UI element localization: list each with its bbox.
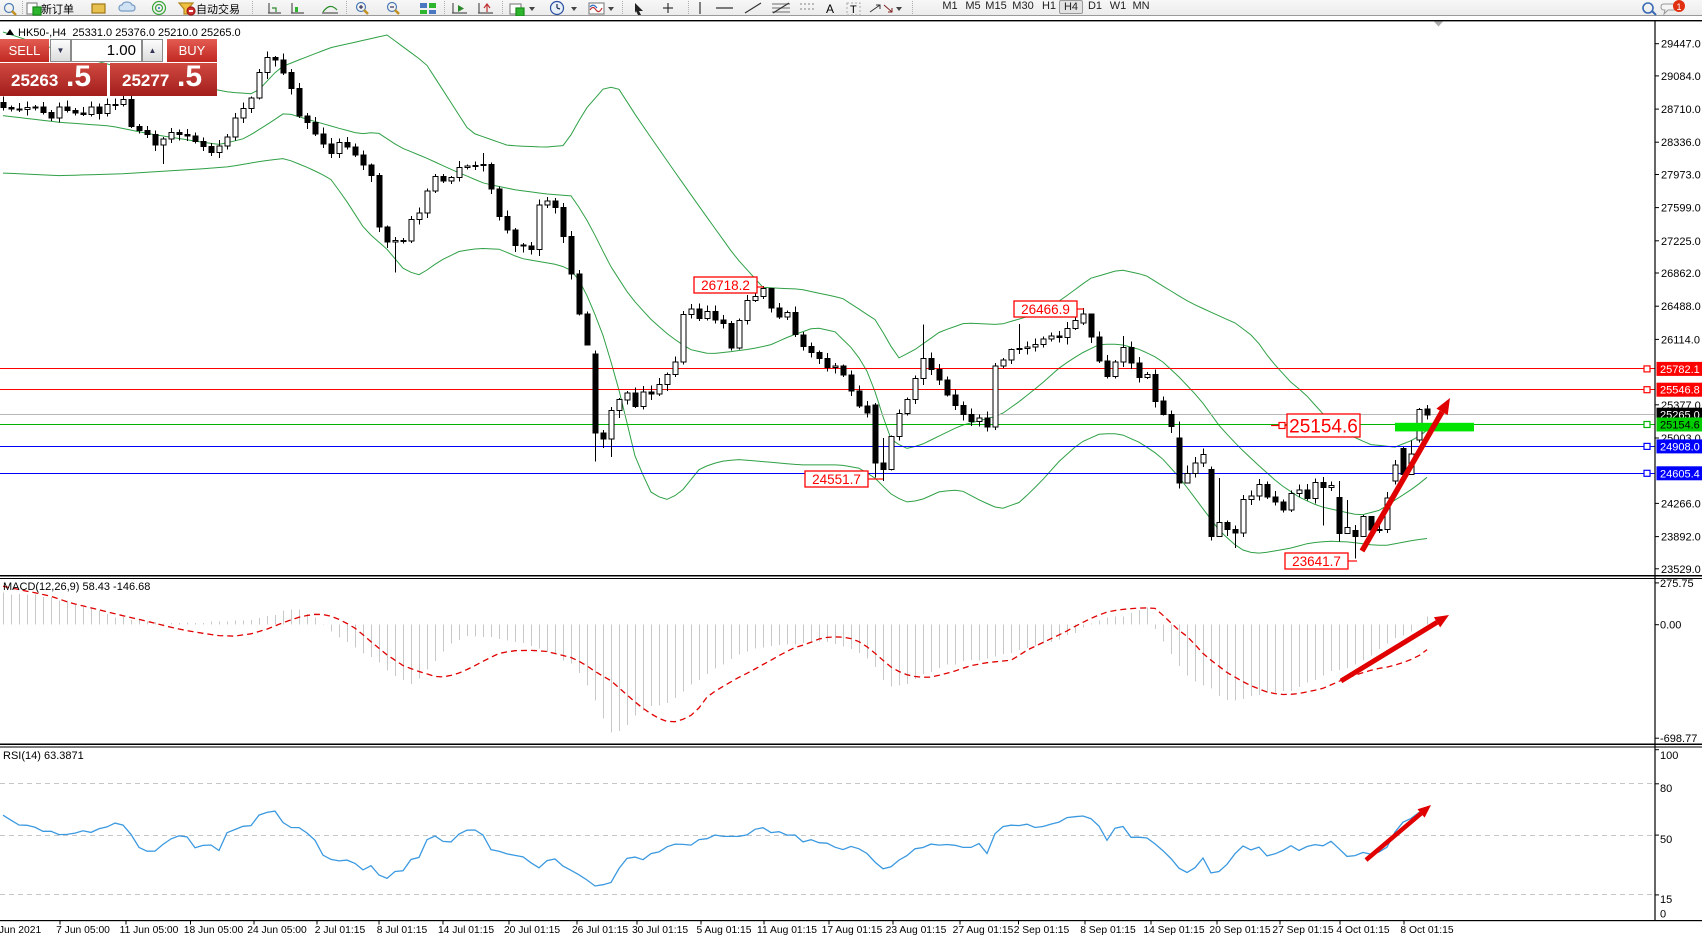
- svg-text:20 Sep 01:15: 20 Sep 01:15: [1209, 925, 1271, 936]
- svg-text:26 Jul 01:15: 26 Jul 01:15: [572, 925, 628, 936]
- svg-text:A: A: [826, 2, 834, 16]
- svg-text:20 Jul 01:15: 20 Jul 01:15: [504, 925, 560, 936]
- svg-text:26718.2: 26718.2: [701, 278, 750, 293]
- svg-text:26466.9: 26466.9: [1021, 302, 1070, 317]
- svg-text:5 Aug 01:15: 5 Aug 01:15: [697, 925, 752, 936]
- svg-text:8 Oct 01:15: 8 Oct 01:15: [1400, 925, 1454, 936]
- svg-text:1: 1: [1677, 2, 1682, 12]
- svg-text:275.75: 275.75: [1660, 578, 1694, 590]
- svg-text:27 Aug 01:15: 27 Aug 01:15: [953, 925, 1014, 936]
- svg-text:15: 15: [1660, 894, 1672, 906]
- svg-text:-698.77: -698.77: [1660, 733, 1697, 745]
- svg-text:28336.0: 28336.0: [1661, 137, 1701, 149]
- svg-text:27 Sep 01:15: 27 Sep 01:15: [1272, 925, 1334, 936]
- svg-text:11 Jun 05:00: 11 Jun 05:00: [120, 925, 179, 936]
- svg-text:2 Jul 01:15: 2 Jul 01:15: [315, 925, 366, 936]
- svg-text:26488.0: 26488.0: [1661, 301, 1701, 313]
- svg-text:27973.0: 27973.0: [1661, 170, 1701, 182]
- svg-text:0.00: 0.00: [1660, 620, 1681, 632]
- svg-text:26114.0: 26114.0: [1661, 334, 1700, 346]
- svg-text:T: T: [850, 4, 857, 16]
- svg-text:27599.0: 27599.0: [1661, 203, 1701, 215]
- svg-text:23641.7: 23641.7: [1292, 554, 1341, 569]
- svg-text:27225.0: 27225.0: [1661, 236, 1701, 248]
- svg-text:80: 80: [1660, 783, 1672, 795]
- svg-text:25546.8: 25546.8: [1660, 385, 1700, 397]
- svg-text:100: 100: [1660, 750, 1678, 762]
- svg-text:2 Sep 01:15: 2 Sep 01:15: [1014, 925, 1070, 936]
- svg-text:11 Aug 01:15: 11 Aug 01:15: [757, 925, 817, 936]
- svg-text:50: 50: [1660, 834, 1672, 846]
- svg-text:23 Aug 01:15: 23 Aug 01:15: [886, 925, 947, 936]
- svg-text:25154.6: 25154.6: [1289, 416, 1358, 437]
- svg-text:29447.0: 29447.0: [1661, 39, 1701, 51]
- svg-text:Jun 2021: Jun 2021: [0, 925, 41, 936]
- svg-text:17 Aug 01:15: 17 Aug 01:15: [822, 925, 883, 936]
- svg-text:14 Sep 01:15: 14 Sep 01:15: [1143, 925, 1205, 936]
- svg-text:23892.0: 23892.0: [1661, 532, 1701, 544]
- svg-text:24551.7: 24551.7: [812, 472, 861, 487]
- svg-text:7 Jun 05:00: 7 Jun 05:00: [56, 925, 110, 936]
- svg-text:25782.1: 25782.1: [1660, 364, 1700, 376]
- svg-text:8 Jul 01:15: 8 Jul 01:15: [377, 925, 428, 936]
- svg-text:24266.0: 24266.0: [1661, 498, 1701, 510]
- svg-text:0: 0: [1660, 909, 1666, 921]
- svg-text:4 Oct 01:15: 4 Oct 01:15: [1336, 925, 1390, 936]
- svg-text:MACD(12,26,9) 58.43 -146.68: MACD(12,26,9) 58.43 -146.68: [3, 581, 150, 593]
- svg-text:29084.0: 29084.0: [1661, 71, 1701, 83]
- svg-text:23529.0: 23529.0: [1661, 564, 1701, 576]
- svg-text:HK50-,H4 25331.0 25376.0 2521: HK50-,H4 25331.0 25376.0 25210.0 25265.0: [18, 27, 241, 39]
- svg-text:8 Sep 01:15: 8 Sep 01:15: [1080, 925, 1136, 936]
- svg-text:25154.6: 25154.6: [1660, 420, 1700, 432]
- svg-text:24 Jun 05:00: 24 Jun 05:00: [247, 925, 307, 936]
- svg-text:26862.0: 26862.0: [1661, 268, 1701, 280]
- svg-text:RSI(14) 63.3871: RSI(14) 63.3871: [3, 750, 84, 762]
- svg-text:14 Jul 01:15: 14 Jul 01:15: [438, 925, 494, 936]
- svg-text:30 Jul 01:15: 30 Jul 01:15: [632, 925, 688, 936]
- svg-text:24908.0: 24908.0: [1660, 441, 1700, 453]
- svg-text:24605.4: 24605.4: [1660, 468, 1700, 480]
- svg-text:18 Jun 05:00: 18 Jun 05:00: [184, 925, 244, 936]
- svg-text:28710.0: 28710.0: [1661, 104, 1701, 116]
